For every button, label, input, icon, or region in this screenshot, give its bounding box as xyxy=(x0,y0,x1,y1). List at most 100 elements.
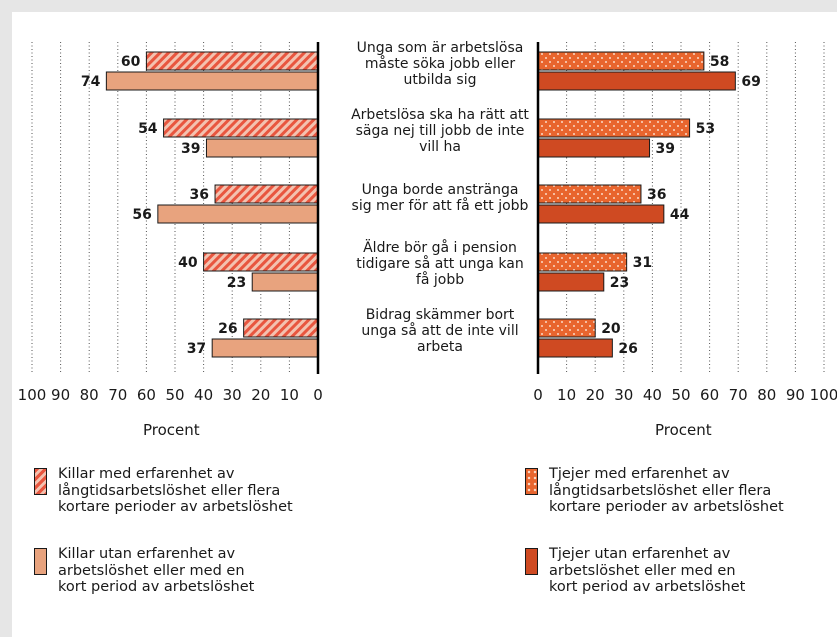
bar-right-s1-c4 xyxy=(537,338,613,358)
data-label: 39 xyxy=(181,141,200,157)
x-tick-label: 60 xyxy=(700,386,719,404)
data-label: 58 xyxy=(710,54,729,70)
category-label-line: sig mer för att få ett jobb xyxy=(351,198,529,214)
legend-text-tjejer-utan: Tjejer utan erfarenhet av arbetslöshet e… xyxy=(549,546,819,596)
bar-right-s1-c0 xyxy=(537,71,736,91)
legend-line: kortare perioder av arbetslöshet xyxy=(549,499,784,515)
legend-line: Killar utan erfarenhet av xyxy=(58,546,236,562)
left-x-axis-title: Procent xyxy=(143,421,200,439)
legend-line: Tjejer utan erfarenhet av xyxy=(549,546,731,562)
x-tick-label: 10 xyxy=(280,386,299,404)
x-tick-label: 80 xyxy=(757,386,776,404)
data-label: 36 xyxy=(190,187,209,203)
data-label: 60 xyxy=(121,54,141,70)
x-tick-label: 20 xyxy=(586,386,605,404)
data-label: 53 xyxy=(696,121,715,137)
legend-line: långtidsarbetslöshet eller flera xyxy=(549,482,772,499)
legend-swatch-solid-light xyxy=(34,548,47,575)
category-label-line: Bidrag skämmer bort xyxy=(365,307,515,323)
category-label-line: säga nej till jobb de inte xyxy=(355,123,525,139)
category-label: Bidrag skämmer bort unga så att de inte v… xyxy=(340,307,540,355)
legend-swatch-solid-dark xyxy=(525,548,538,575)
legend-line: långtidsarbetslöshet eller flera xyxy=(58,482,281,499)
legend-line: Killar med erfarenhet av xyxy=(58,466,235,482)
bar-left-s0-c0 xyxy=(145,51,319,71)
data-label: 56 xyxy=(132,207,151,223)
data-label: 23 xyxy=(227,275,246,291)
bar-right-s0-c4 xyxy=(537,318,596,338)
bar-right-s0-c3 xyxy=(537,252,628,272)
data-label: 20 xyxy=(601,321,621,337)
legend-text-killar-utan: Killar utan erfarenhet av arbetslöshet e… xyxy=(58,546,328,596)
data-label: 40 xyxy=(178,255,198,271)
data-label: 44 xyxy=(670,207,690,223)
bar-left-s0-c3 xyxy=(203,252,319,272)
data-label: 37 xyxy=(187,341,206,357)
x-tick-label: 50 xyxy=(671,386,690,404)
legend-swatch-dotted xyxy=(525,468,538,495)
bar-left-s1-c3 xyxy=(251,272,319,292)
data-label: 31 xyxy=(633,255,652,271)
x-tick-label: 70 xyxy=(729,386,748,404)
x-tick-label: 50 xyxy=(165,386,184,404)
bar-right-s1-c2 xyxy=(537,204,665,224)
bar-right-s0-c2 xyxy=(537,184,642,204)
x-tick-label: 70 xyxy=(108,386,127,404)
legend-line: Tjejer med erfarenhet av xyxy=(549,466,730,482)
bar-left-s1-c1 xyxy=(205,138,319,158)
category-label-line: unga så att de inte vill xyxy=(361,323,519,339)
legend-line: arbetslöshet eller med en xyxy=(58,562,245,579)
category-label-line: utbilda sig xyxy=(403,72,477,88)
legend-line: arbetslöshet eller med en xyxy=(549,562,736,579)
x-tick-label: 40 xyxy=(643,386,662,404)
x-tick-label: 0 xyxy=(313,386,323,404)
legend-line: kortare perioder av arbetslöshet xyxy=(58,499,293,515)
x-tick-label: 30 xyxy=(614,386,633,404)
bar-right-s1-c3 xyxy=(537,272,605,292)
category-label: Unga som är arbetslösa måste söka jobb el… xyxy=(340,40,540,88)
category-label: Äldre bör gå i pension tidigare så att un… xyxy=(340,240,540,288)
x-tick-label: 30 xyxy=(223,386,242,404)
x-tick-label: 60 xyxy=(137,386,156,404)
category-label-line: tidigare så att unga kan xyxy=(356,256,524,272)
x-tick-label: 90 xyxy=(51,386,70,404)
data-label: 54 xyxy=(138,121,158,137)
legend-text-killar-med: Killar med erfarenhet av långtidsarbetsl… xyxy=(58,466,328,516)
data-label: 74 xyxy=(81,74,101,90)
category-label-line: arbeta xyxy=(417,339,463,355)
bar-left-s0-c2 xyxy=(214,184,319,204)
legend-line: kort period av arbetslöshet xyxy=(549,579,746,595)
diverging-bar-chart: 60 54 36 40 26 74 39 56 23 37 58 53 36 31 20 69 39 44 23 26… xyxy=(18,42,837,404)
category-label-line: Unga som är arbetslösa xyxy=(356,40,524,56)
data-label: 69 xyxy=(741,74,760,90)
x-tick-label: 20 xyxy=(251,386,270,404)
data-label: 36 xyxy=(647,187,666,203)
bar-left-s0-c1 xyxy=(163,118,319,138)
data-label: 39 xyxy=(656,141,675,157)
bar-left-s1-c4 xyxy=(211,338,319,358)
x-tick-label: 10 xyxy=(557,386,576,404)
bar-right-s0-c0 xyxy=(537,51,705,71)
legend-text-tjejer-med: Tjejer med erfarenhet av långtidsarbetsl… xyxy=(549,466,819,516)
bar-left-s1-c0 xyxy=(105,71,319,91)
bar-left-s0-c4 xyxy=(243,318,319,338)
category-label: Arbetslösa ska ha rätt att säga nej till … xyxy=(340,107,540,155)
category-label-line: Arbetslösa ska ha rätt att xyxy=(351,107,529,123)
data-label: 26 xyxy=(218,321,237,337)
bar-left-s1-c2 xyxy=(157,204,319,224)
data-label: 26 xyxy=(618,341,637,357)
x-tick-label: 100 xyxy=(810,386,837,404)
category-label-line: vill ha xyxy=(419,139,461,155)
x-tick-label: 100 xyxy=(18,386,47,404)
legend-line: kort period av arbetslöshet xyxy=(58,579,255,595)
x-tick-label: 0 xyxy=(533,386,543,404)
right-x-axis-title: Procent xyxy=(655,421,712,439)
chart-card: 60 54 36 40 26 74 39 56 23 37 58 53 36 31 20 69 39 44 23 26… xyxy=(12,12,837,637)
x-tick-label: 40 xyxy=(194,386,213,404)
x-tick-label: 80 xyxy=(80,386,99,404)
data-label: 23 xyxy=(610,275,629,291)
category-label-line: Äldre bör gå i pension xyxy=(363,240,517,256)
category-label-line: få jobb xyxy=(415,272,465,288)
category-label: Unga borde anstränga sig mer för att få e… xyxy=(340,182,540,214)
bar-right-s0-c1 xyxy=(537,118,691,138)
